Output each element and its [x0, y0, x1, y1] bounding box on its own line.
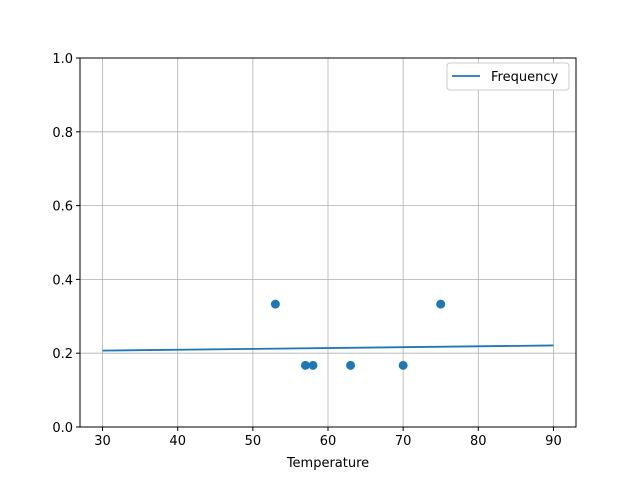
y-tick-label: 0.2: [52, 347, 73, 362]
y-tick-label: 1.0: [52, 52, 73, 67]
x-tick-label: 70: [395, 434, 412, 449]
x-tick-label: 90: [545, 434, 562, 449]
grid: [80, 57, 576, 428]
scatter-point: [300, 360, 310, 370]
plot-frame: [79, 57, 577, 428]
x-tick-label: 60: [320, 434, 337, 449]
scatter-point: [398, 360, 408, 370]
legend-box: [446, 62, 570, 91]
scatter-point: [308, 360, 318, 370]
y-tick-label: 0.6: [52, 200, 73, 215]
x-tick-label: 40: [169, 434, 186, 449]
y-tick-label: 0.4: [52, 273, 73, 288]
scatter-point: [270, 299, 280, 309]
scatter-point: [346, 360, 356, 370]
ticks: 30 40 50 60 70 80 90 0.0 0.2 0.4 0.6 0.8 1.0: [52, 52, 561, 449]
marks: [102, 299, 554, 370]
y-tick-label: 0.8: [52, 126, 73, 141]
legend: Frequency: [446, 62, 570, 91]
legend-label: Frequency: [491, 70, 558, 85]
x-axis-label: Temperature: [286, 456, 369, 471]
x-tick-label: 50: [245, 434, 262, 449]
x-tick-label: 80: [470, 434, 487, 449]
x-tick-label: 30: [94, 434, 111, 449]
series-line-frequency: [102, 344, 554, 352]
scatter-point: [436, 299, 446, 309]
y-tick-label: 0.0: [52, 421, 73, 436]
